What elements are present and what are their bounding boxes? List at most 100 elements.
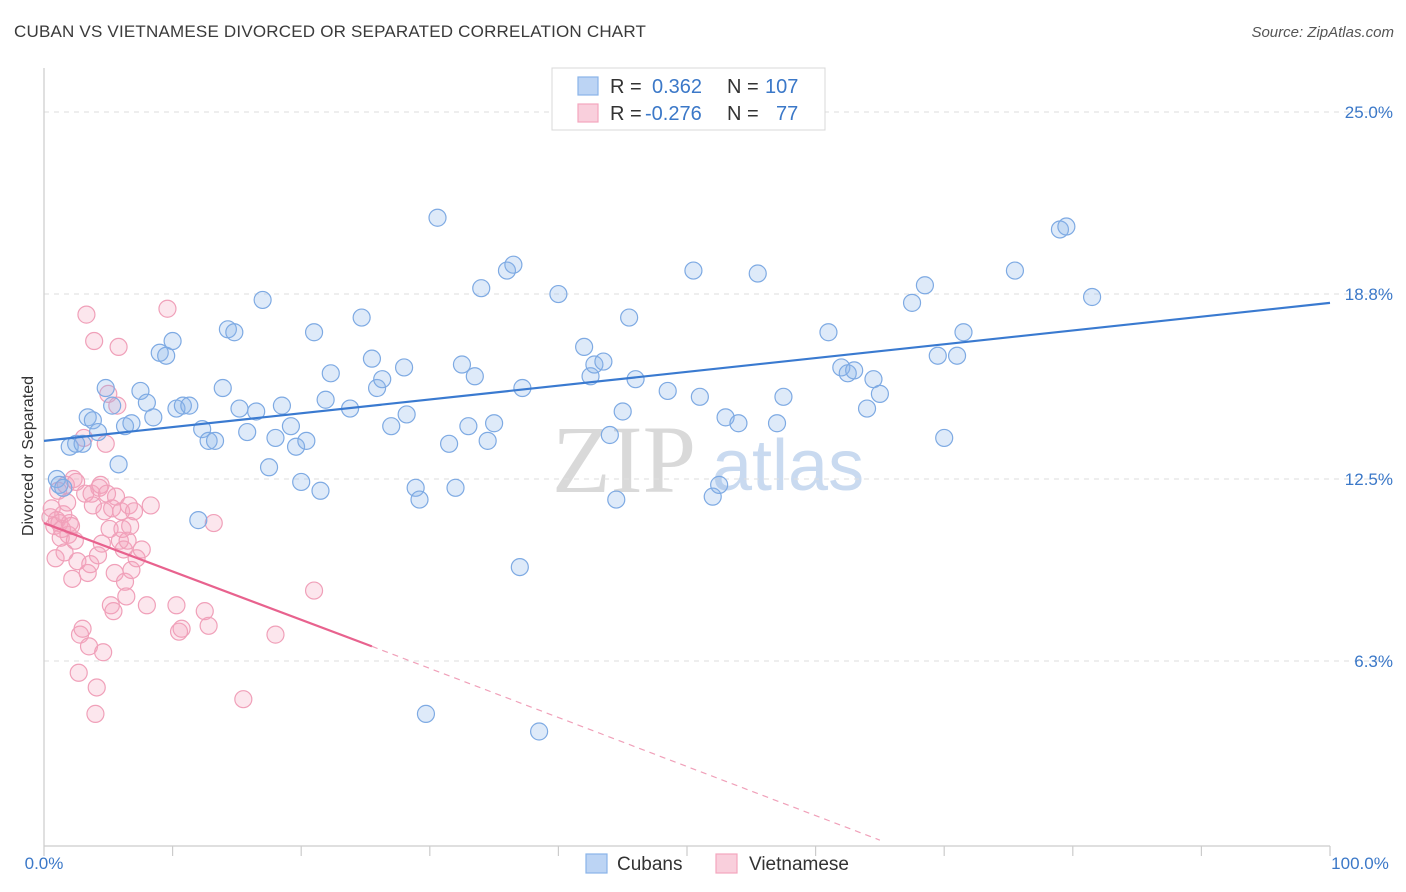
data-point-cubans <box>928 346 947 365</box>
data-point-cubans <box>122 414 141 433</box>
data-point-cubans <box>163 331 182 351</box>
data-point-vietnamese <box>94 643 113 662</box>
series-vietnamese <box>41 299 324 723</box>
data-point-vietnamese <box>124 502 144 521</box>
data-point-vietnamese <box>119 496 138 515</box>
data-point-vietnamese <box>63 569 82 588</box>
data-point-vietnamese <box>204 513 223 533</box>
data-point-cubans <box>774 387 793 406</box>
data-point-cubans <box>272 396 292 415</box>
data-point-cubans <box>67 434 86 453</box>
data-point-cubans <box>446 478 465 497</box>
data-point-cubans <box>78 408 97 427</box>
data-point-vietnamese <box>55 543 74 562</box>
y-axis-title: Divorced or Separated <box>20 376 37 536</box>
data-point-vietnamese <box>109 337 128 357</box>
data-point-cubans <box>173 396 192 415</box>
data-point-cubans <box>286 437 306 456</box>
data-point-vietnamese <box>172 619 191 638</box>
data-point-cubans <box>935 428 954 448</box>
data-point-cubans <box>902 293 922 312</box>
data-point-cubans <box>439 434 459 453</box>
data-point-cubans <box>144 408 163 427</box>
legend-swatch-vietnamese <box>577 103 599 123</box>
data-point-vietnamese <box>234 690 253 709</box>
data-point-cubans <box>362 349 382 368</box>
data-point-cubans <box>83 411 102 430</box>
trend-line-vietnamese <box>43 522 373 648</box>
data-point-vietnamese <box>73 619 92 638</box>
data-point-cubans <box>292 472 311 492</box>
data-point-cubans <box>382 417 401 436</box>
data-point-vietnamese <box>61 516 81 536</box>
data-point-vietnamese <box>167 596 186 615</box>
y-tick-label: 6.3% <box>1354 652 1393 671</box>
data-point-vietnamese <box>121 516 140 536</box>
legend: R = 0.362 N = 107 R = -0.276 N = 77 <box>551 67 826 131</box>
data-point-cubans <box>478 431 497 450</box>
trend-lines <box>43 301 1331 841</box>
data-point-cubans <box>607 490 626 509</box>
data-point-cubans <box>710 475 729 494</box>
series-cubans <box>47 208 1102 741</box>
data-point-vietnamese <box>122 560 141 580</box>
y-tick-label: 12.5% <box>1345 470 1393 489</box>
data-point-vietnamese <box>104 602 123 621</box>
data-point-cubans <box>684 261 703 280</box>
data-point-vietnamese <box>85 331 104 351</box>
data-point-cubans <box>416 704 436 723</box>
legend-n-value-cubans: 107 <box>765 76 798 98</box>
data-point-cubans <box>459 417 478 436</box>
x-tick-marks <box>43 846 1331 856</box>
data-point-cubans <box>452 355 472 374</box>
data-point-cubans <box>658 381 677 401</box>
data-point-cubans <box>238 422 257 442</box>
data-point-cubans <box>767 414 787 433</box>
data-point-cubans <box>465 367 484 386</box>
data-point-cubans <box>180 396 199 415</box>
data-point-cubans <box>297 431 316 450</box>
data-point-cubans <box>613 402 632 421</box>
data-point-cubans <box>575 337 594 357</box>
legend-swatch-cubans <box>577 76 599 96</box>
data-point-vietnamese <box>46 549 65 568</box>
legend-r-label-vietnamese: R = <box>610 103 642 125</box>
data-point-cubans <box>581 367 600 386</box>
data-point-cubans <box>729 414 748 433</box>
data-point-vietnamese <box>77 305 96 324</box>
data-point-cubans <box>530 722 549 741</box>
data-point-cubans <box>845 361 864 380</box>
legend-n-label-cubans: N = <box>727 76 759 98</box>
data-point-vietnamese <box>92 534 111 553</box>
data-point-vietnamese <box>108 396 127 415</box>
data-point-cubans <box>549 284 568 304</box>
data-point-cubans <box>626 370 645 389</box>
data-point-cubans <box>109 455 128 474</box>
data-point-vietnamese <box>69 663 88 682</box>
data-point-cubans <box>266 428 285 448</box>
data-point-cubans <box>131 381 150 401</box>
data-point-cubans <box>205 431 225 450</box>
data-point-vietnamese <box>88 546 108 565</box>
bottom-legend: Cubans Vietnamese <box>585 853 849 875</box>
data-point-vietnamese <box>158 299 177 318</box>
legend-r-value-vietnamese: -0.276 <box>645 103 702 125</box>
data-point-cubans <box>1082 287 1102 307</box>
trend-line-vietnamese-extrapolated <box>371 645 881 841</box>
data-point-cubans <box>230 399 249 418</box>
data-point-cubans <box>352 308 371 327</box>
bottom-legend-swatch-cubans <box>585 853 608 874</box>
data-point-cubans <box>199 431 218 450</box>
data-point-cubans <box>620 308 639 327</box>
data-point-cubans <box>703 487 722 506</box>
x-tick-label-max: 100.0% <box>1331 854 1389 873</box>
data-point-cubans <box>394 358 414 377</box>
data-point-cubans <box>428 208 447 227</box>
chart-source: Source: ZipAtlas.com <box>1251 24 1394 41</box>
y-tick-label: 25.0% <box>1345 103 1393 122</box>
data-point-cubans <box>870 384 890 403</box>
legend-n-label-vietnamese: N = <box>727 103 759 125</box>
data-point-cubans <box>397 405 416 424</box>
data-point-cubans <box>321 364 340 383</box>
data-point-vietnamese <box>137 596 156 615</box>
